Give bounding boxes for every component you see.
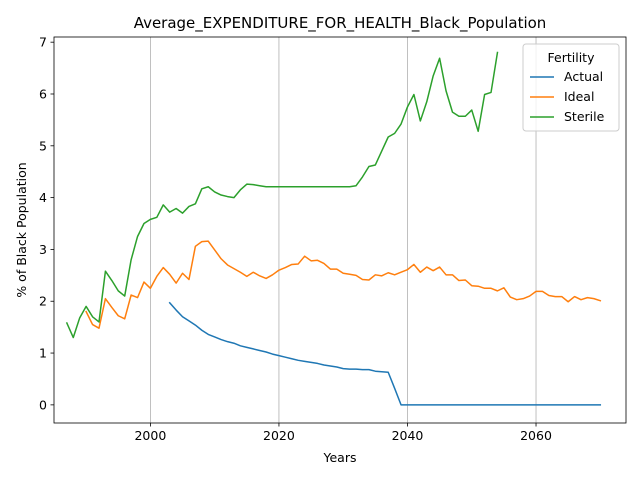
y-tick-label: 2 bbox=[39, 294, 47, 309]
y-tick-label: 0 bbox=[39, 397, 47, 412]
y-tick-label: 1 bbox=[39, 346, 47, 361]
y-tick-label: 7 bbox=[39, 35, 47, 50]
legend-label-sterile: Sterile bbox=[564, 109, 605, 124]
y-tick-label: 3 bbox=[39, 242, 47, 257]
y-axis-title: % of Black Population bbox=[14, 162, 29, 297]
x-axis-title: Years bbox=[323, 450, 357, 465]
series-line-ideal bbox=[85, 240, 602, 329]
legend-items: Actual Ideal Sterile bbox=[530, 69, 605, 124]
series-line-sterile bbox=[65, 51, 499, 339]
series-lines bbox=[65, 51, 602, 406]
x-tick-label: 2060 bbox=[520, 428, 552, 443]
series-line-actual bbox=[168, 301, 602, 406]
y-tick-label: 5 bbox=[39, 138, 47, 153]
legend: Fertility Actual Ideal Sterile bbox=[522, 43, 620, 132]
x-axis-ticks: 2000 2020 2040 2060 bbox=[134, 423, 552, 443]
x-tick-label: 2040 bbox=[392, 428, 424, 443]
plot-frame bbox=[53, 36, 627, 424]
legend-title: Fertility bbox=[548, 50, 596, 65]
x-tick-label: 2000 bbox=[134, 428, 166, 443]
y-axis-ticks: 0 1 2 3 4 5 6 7 bbox=[39, 35, 54, 412]
y-tick-label: 4 bbox=[39, 190, 47, 205]
chart-title: Average_EXPENDITURE_FOR_HEALTH_Black_Pop… bbox=[134, 14, 547, 33]
x-tick-label: 2020 bbox=[263, 428, 295, 443]
legend-label-ideal: Ideal bbox=[564, 89, 594, 104]
y-tick-label: 6 bbox=[39, 86, 47, 101]
legend-label-actual: Actual bbox=[564, 69, 603, 84]
legend-box bbox=[522, 43, 620, 132]
